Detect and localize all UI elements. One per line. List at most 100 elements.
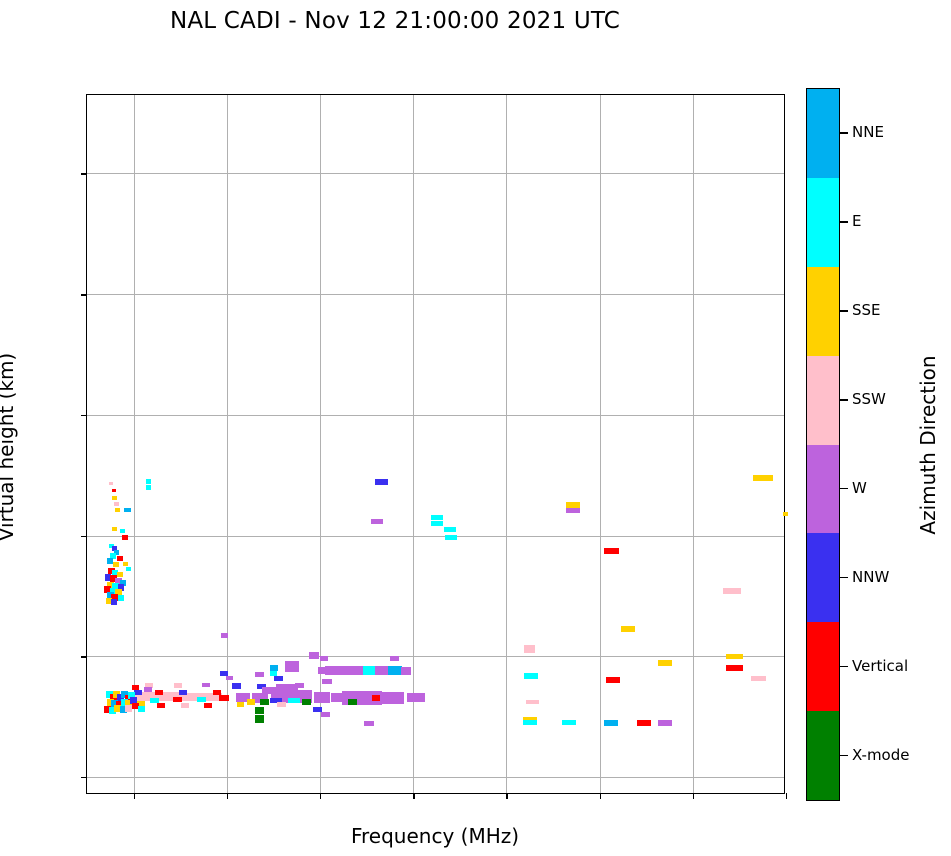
- data-point: [321, 679, 332, 685]
- x-axis-tick: [599, 793, 601, 799]
- data-point: [201, 683, 210, 688]
- data-point: [522, 720, 537, 726]
- data-point: [113, 502, 119, 507]
- data-point: [782, 512, 788, 517]
- data-point: [146, 485, 152, 491]
- colorbar-segment-nnw: [807, 533, 839, 623]
- colorbar-tick: [840, 576, 848, 579]
- colorbar-label: SSE: [852, 301, 881, 320]
- data-point: [112, 582, 120, 590]
- x-axis-tick: [786, 793, 788, 799]
- data-point: [115, 508, 121, 513]
- data-point: [114, 704, 122, 712]
- colorbar-tick: [840, 399, 848, 401]
- colorbar-tick: [840, 665, 848, 668]
- data-point: [120, 528, 126, 533]
- data-point: [106, 592, 114, 600]
- data-point: [109, 707, 117, 715]
- data-point: [120, 698, 128, 706]
- data-point: [259, 699, 269, 706]
- data-point: [252, 692, 269, 703]
- colorbar-tick: [840, 221, 848, 223]
- data-point: [128, 691, 136, 699]
- data-point: [314, 692, 331, 704]
- colorbar-title: Azimuth Direction: [916, 355, 940, 535]
- data-point: [254, 707, 264, 715]
- data-point: [309, 651, 320, 659]
- data-point: [605, 677, 620, 684]
- y-axis-tick: [81, 414, 87, 417]
- data-point: [124, 694, 132, 702]
- data-point: [380, 691, 405, 704]
- data-point: [180, 703, 189, 709]
- data-point: [110, 587, 118, 595]
- x-axis-tick: [506, 793, 508, 799]
- data-point: [106, 597, 113, 604]
- colorbar-label: W: [852, 478, 867, 497]
- data-point: [348, 699, 358, 706]
- data-point: [237, 701, 245, 707]
- data-point: [109, 481, 114, 485]
- colorbar-label: SSW: [852, 390, 886, 409]
- data-point: [120, 691, 128, 699]
- data-point: [125, 700, 133, 708]
- data-point: [204, 703, 213, 709]
- data-point: [155, 689, 164, 695]
- data-point: [262, 687, 281, 695]
- data-point: [285, 660, 300, 672]
- x-axis-title: Frequency (MHz): [350, 824, 520, 848]
- x-axis-tick: [692, 793, 695, 799]
- data-point: [362, 666, 375, 676]
- data-point: [375, 478, 389, 485]
- colorbar-tick: [840, 487, 848, 490]
- data-point: [111, 598, 118, 605]
- data-point: [115, 577, 123, 584]
- data-point: [523, 672, 538, 679]
- data-point: [565, 502, 580, 509]
- data-point: [343, 666, 364, 676]
- data-point: [445, 535, 458, 541]
- data-point: [750, 676, 766, 682]
- data-point: [636, 719, 651, 726]
- data-point: [113, 690, 121, 698]
- data-point: [257, 683, 267, 689]
- data-point: [125, 566, 131, 571]
- data-point: [431, 514, 444, 520]
- data-point: [723, 588, 742, 595]
- data-point: [106, 581, 114, 589]
- colorbar-segment-nne: [807, 89, 839, 179]
- data-point: [330, 693, 345, 703]
- colorbar-segment-ssw: [807, 355, 839, 445]
- data-point: [105, 574, 112, 582]
- data-point: [247, 699, 256, 706]
- plot-area: 02004006008001000246810121416: [81, 94, 788, 799]
- colorbar-label: X-mode: [852, 745, 910, 764]
- data-point: [122, 562, 128, 567]
- data-point: [370, 518, 383, 524]
- colorbar-segment-vertical: [807, 622, 839, 712]
- x-gridline: [692, 95, 694, 793]
- data-point: [130, 697, 138, 705]
- data-point: [107, 567, 115, 574]
- data-point: [115, 589, 123, 596]
- data-point: [104, 705, 112, 713]
- data-point: [134, 689, 143, 695]
- x-gridline: [133, 95, 135, 793]
- data-point: [112, 561, 119, 567]
- data-point: [108, 543, 114, 548]
- data-point: [112, 496, 118, 501]
- data-point: [114, 549, 120, 555]
- data-point: [236, 693, 251, 703]
- data-point: [111, 593, 119, 601]
- data-point: [752, 474, 773, 481]
- colorbar-tick: [840, 132, 848, 134]
- data-point: [522, 717, 537, 723]
- data-point: [196, 697, 206, 703]
- data-point: [288, 698, 301, 704]
- data-point: [116, 571, 123, 577]
- data-point: [111, 546, 117, 552]
- data-point: [604, 719, 619, 726]
- data-point: [317, 667, 330, 675]
- colorbar-segment-x-mode: [807, 711, 839, 800]
- x-axis-tick: [320, 793, 322, 799]
